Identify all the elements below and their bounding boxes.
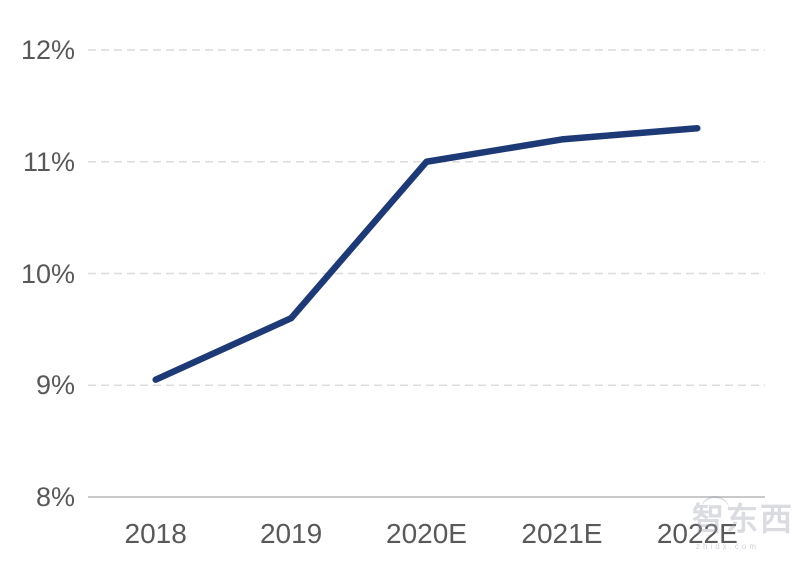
y-axis-label: 10% xyxy=(20,258,75,289)
data-line-series xyxy=(152,124,701,383)
y-axis-label: 8% xyxy=(35,482,75,512)
y-axis-label: 11% xyxy=(22,146,75,177)
y-axis-label: 12% xyxy=(20,35,75,65)
x-axis-label: 2018 xyxy=(124,518,187,549)
x-axis-label: 2021E xyxy=(521,518,603,549)
x-axis-label: 2020E xyxy=(386,518,467,549)
x-axis-label: 2022E xyxy=(656,518,738,549)
y-axis-label: 9% xyxy=(35,370,75,401)
x-axis-label: 2019 xyxy=(259,518,323,549)
